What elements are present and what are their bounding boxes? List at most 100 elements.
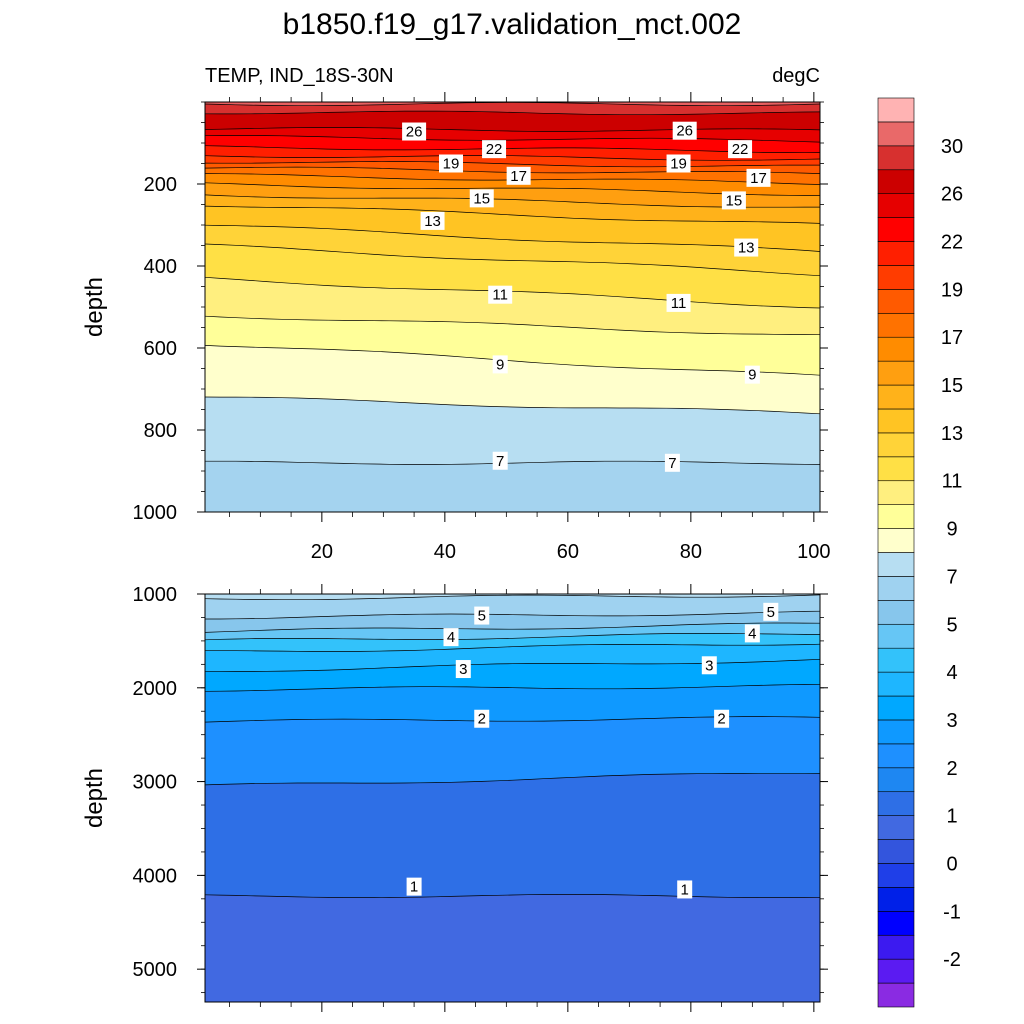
contour-line-6 xyxy=(204,594,821,601)
svg-text:4: 4 xyxy=(748,625,756,642)
contour-label: 13 xyxy=(734,238,759,257)
contour-line-7 xyxy=(205,460,821,465)
colorbar-label: 15 xyxy=(941,375,963,397)
colorbar-swatch xyxy=(877,600,915,625)
contour-line-8 xyxy=(204,396,821,415)
colorbar-label: 4 xyxy=(946,662,957,684)
colorbar-swatch xyxy=(877,767,915,793)
plot-frame xyxy=(204,593,821,1003)
contour-line-10 xyxy=(204,315,821,336)
colorbar-label: 0 xyxy=(946,853,957,875)
contour-line-16 xyxy=(204,182,820,196)
contour-line-3 xyxy=(205,658,821,672)
colorbar-swatch xyxy=(877,241,915,266)
contour-label: 3 xyxy=(455,660,471,679)
contour-label: 26 xyxy=(672,121,697,140)
contour-label: 2 xyxy=(474,709,490,728)
contour-line-20 xyxy=(204,155,821,161)
contour-label: 3 xyxy=(701,656,717,675)
contour-line-4 xyxy=(204,633,821,641)
contour-fill-1 xyxy=(205,894,820,1002)
y-axis-label: depth xyxy=(81,768,108,828)
x-tick-label: 80 xyxy=(680,541,702,563)
svg-text:26: 26 xyxy=(676,123,693,140)
svg-text:19: 19 xyxy=(443,156,460,173)
colorbar-label: 5 xyxy=(946,614,957,636)
colorbar-swatch xyxy=(877,647,915,673)
svg-text:17: 17 xyxy=(750,170,767,187)
colorbar-label: -2 xyxy=(943,949,961,971)
colorbar-label: 2 xyxy=(946,758,957,780)
contour-line-2.5 xyxy=(204,683,821,692)
contour-label: 4 xyxy=(443,628,459,647)
colorbar-swatch xyxy=(877,576,915,601)
svg-text:3: 3 xyxy=(459,661,467,678)
colorbar-swatch xyxy=(877,815,915,840)
y-tick-label: 3000 xyxy=(133,772,178,794)
y-tick-label: 800 xyxy=(144,420,177,442)
colorbar-label: -1 xyxy=(943,901,961,923)
colorbar-swatch xyxy=(877,169,915,194)
contour-label: 26 xyxy=(402,122,427,141)
colorbar-swatch xyxy=(877,336,915,362)
contour-label: 9 xyxy=(492,355,508,374)
contour-label: 11 xyxy=(666,293,691,312)
contour-line-14 xyxy=(204,205,821,224)
colorbar-label: 22 xyxy=(941,232,963,254)
contour-label: 22 xyxy=(482,140,507,159)
colorbar-swatch xyxy=(877,360,915,386)
contour-label: 17 xyxy=(746,168,771,187)
figure-title: b1850.f19_g17.validation_mct.002 xyxy=(283,8,742,41)
colorbar-swatch xyxy=(877,791,915,816)
svg-text:13: 13 xyxy=(738,240,755,257)
contour-label: 11 xyxy=(488,285,513,304)
svg-text:11: 11 xyxy=(492,287,508,304)
colorbar-swatch xyxy=(877,528,915,553)
contour-label: 5 xyxy=(474,606,490,625)
contour-label: 5 xyxy=(763,602,779,621)
svg-text:7: 7 xyxy=(496,453,504,470)
svg-text:1: 1 xyxy=(410,879,418,896)
colorbar-swatch xyxy=(877,863,915,888)
svg-text:2: 2 xyxy=(478,711,486,728)
y-tick-label: 400 xyxy=(144,256,177,278)
variable-label: TEMP, IND_18S-30N xyxy=(205,65,394,87)
colorbar-swatch xyxy=(877,671,915,697)
contour-line-15 xyxy=(204,194,820,208)
y-tick-label: 200 xyxy=(144,174,177,196)
contour-label: 17 xyxy=(506,166,531,185)
svg-text:15: 15 xyxy=(726,192,743,209)
x-tick-label: 60 xyxy=(557,541,579,563)
colorbar-label: 17 xyxy=(941,327,963,349)
x-tick-label: 40 xyxy=(434,541,456,563)
svg-text:17: 17 xyxy=(510,168,527,185)
svg-text:26: 26 xyxy=(406,124,423,141)
contour-label: 4 xyxy=(744,624,760,643)
colorbar-swatch xyxy=(877,289,915,314)
colorbar-label: 30 xyxy=(941,136,963,158)
contour-label: 1 xyxy=(406,877,422,896)
colorbar-swatch xyxy=(877,911,915,936)
svg-text:7: 7 xyxy=(668,455,676,472)
colorbar-swatch xyxy=(877,408,915,434)
svg-text:9: 9 xyxy=(496,356,504,373)
svg-text:5: 5 xyxy=(767,604,775,621)
contour-label: 22 xyxy=(728,140,753,159)
colorbar-label: 13 xyxy=(941,423,963,445)
contour-label: 15 xyxy=(721,191,746,210)
colorbar-label: 7 xyxy=(946,566,957,588)
colorbar-swatch xyxy=(877,97,915,123)
contour-line-28 xyxy=(204,110,821,116)
colorbar-swatch xyxy=(877,934,915,960)
contour-line-1 xyxy=(204,894,821,898)
colorbar-label: 9 xyxy=(946,519,957,541)
svg-text:19: 19 xyxy=(670,156,687,173)
y-tick-label: 1000 xyxy=(133,584,178,606)
svg-text:13: 13 xyxy=(424,213,441,230)
contour-line-11 xyxy=(204,276,821,309)
contour-label: 9 xyxy=(744,365,760,384)
colorbar-label: 11 xyxy=(942,471,963,493)
contour-line-24 xyxy=(204,135,821,143)
colorbar-label: 3 xyxy=(946,710,957,732)
y-axis-label: depth xyxy=(81,277,108,337)
